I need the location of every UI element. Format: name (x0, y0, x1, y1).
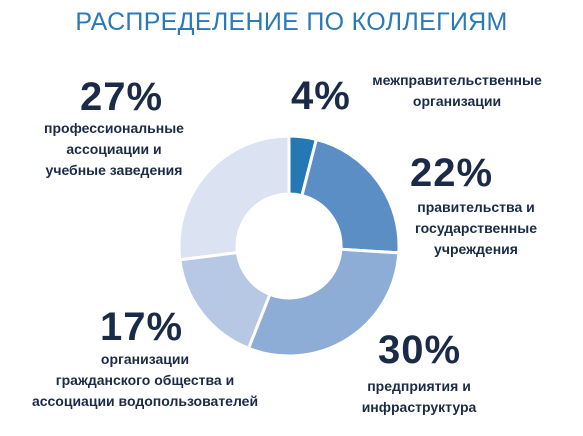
desc-government: правительства и государственные учрежден… (400, 197, 552, 260)
desc-intergovernmental-line-1: межправительственные (372, 72, 542, 88)
desc-enterprises-line-2: инфраструктура (361, 399, 477, 415)
desc-professional-line-1: профессиональные (44, 120, 184, 136)
desc-government-line-3: учреждения (434, 241, 518, 257)
slice-government (300, 137, 401, 255)
pct-intergovernmental: 4% (291, 74, 351, 118)
pct-government: 22% (410, 151, 494, 195)
desc-civil-society: организации гражданского общества и ассо… (6, 349, 284, 412)
desc-enterprises: предприятия и инфраструктура (345, 376, 493, 418)
desc-intergovernmental-line-2: организации (412, 93, 502, 109)
desc-intergovernmental: межправительственные организации (368, 70, 546, 112)
desc-government-line-1: правительства и (417, 199, 535, 215)
desc-civil-society-line-1: организации (100, 351, 190, 367)
pct-civil-society: 17% (100, 305, 184, 349)
slice-enterprises (247, 247, 401, 358)
slice-professional (177, 134, 291, 262)
desc-professional-line-3: учебные заведения (45, 162, 183, 178)
pct-professional: 27% (80, 75, 164, 119)
chart-title: РАСПРЕДЕЛЕНИЕ ПО КОЛЛЕГИЯМ (75, 8, 508, 36)
desc-government-line-2: государственные (415, 220, 537, 236)
desc-civil-society-line-3: ассоциации водопользователей (31, 393, 259, 409)
desc-enterprises-line-1: предприятия и (367, 378, 471, 394)
pct-enterprises: 30% (378, 328, 462, 372)
desc-civil-society-line-2: гражданского общества и (55, 372, 235, 388)
desc-professional-line-2: ассоциации и (66, 141, 162, 157)
desc-professional: профессиональные ассоциации и учебные за… (30, 118, 198, 181)
